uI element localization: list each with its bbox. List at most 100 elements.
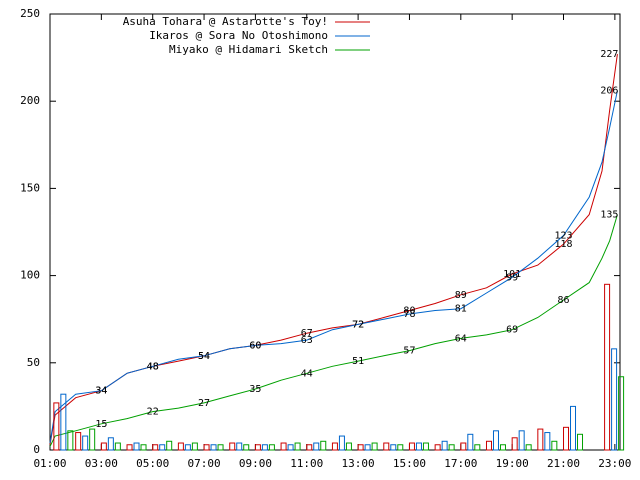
bar [287,444,294,451]
x-tick-label: 05:00 [136,457,169,470]
bar [537,428,544,451]
bar [551,440,558,451]
bar [422,442,429,451]
data-label: 72 [352,319,364,330]
bar [320,440,327,451]
bar [236,442,243,451]
bar [460,442,467,451]
bar [338,435,345,451]
series-line [49,54,618,445]
bar [563,426,570,451]
y-tick-label: 200 [20,94,40,107]
data-label: 15 [95,419,107,430]
data-label: 86 [557,295,569,306]
bar [618,376,625,451]
bar [434,444,441,451]
data-label: 227 [600,49,618,60]
data-label: 35 [249,384,261,395]
bar [306,444,313,451]
x-tick-label: 17:00 [444,457,477,470]
y-tick-label: 100 [20,269,40,282]
series-line [49,90,618,444]
bar [107,437,114,451]
data-label: 48 [147,361,159,372]
data-label: 206 [600,86,618,97]
bar [114,442,121,451]
bar [474,444,481,451]
data-label: 67 [301,328,313,339]
data-label: 54 [198,351,210,362]
plot-border [49,13,621,451]
bar [485,440,492,451]
bar [499,444,506,451]
bar [217,444,224,451]
legend-label: Asuha Tohara @ Astarotte's Toy! [123,15,328,28]
data-label: 123 [554,230,572,241]
bar [184,444,191,451]
x-tick-label: 07:00 [187,457,220,470]
bar [448,444,455,451]
bar [441,440,448,451]
data-label: 60 [249,340,261,351]
bar [60,393,67,451]
bar [511,437,518,451]
bar [67,430,74,451]
bar [611,348,618,451]
bar [126,444,133,451]
data-label: 64 [455,333,467,344]
bar [364,444,371,451]
bar [397,444,404,451]
y-tick-label: 250 [20,7,40,20]
bar [203,444,210,451]
data-label: 135 [600,210,618,221]
bar [89,428,96,451]
bar [357,444,364,451]
data-label: 54 [198,351,210,362]
bar [191,442,198,451]
bar [570,405,577,451]
bar [577,433,584,451]
bar [243,444,250,451]
bar [280,442,287,451]
bar [604,283,611,451]
bar [390,444,397,451]
bar [415,442,422,451]
data-label: 81 [455,304,467,315]
bar [345,442,352,451]
data-label: 101 [503,269,521,280]
x-tick-label: 23:00 [598,457,631,470]
bar [331,442,338,451]
bar [159,444,166,451]
data-label: 34 [95,386,107,397]
x-tick-label: 15:00 [393,457,426,470]
bar [75,432,82,451]
x-tick-label: 21:00 [547,457,580,470]
bar [210,444,217,451]
bar [229,442,236,451]
bar [492,430,499,451]
data-label: 78 [403,309,415,320]
data-label: 89 [455,290,467,301]
bar [294,442,301,451]
bar [82,435,89,451]
bar [100,442,107,451]
bar [133,442,140,451]
x-tick-label: 09:00 [239,457,272,470]
bar [467,433,474,451]
x-tick-label: 11:00 [290,457,323,470]
data-label: 72 [352,319,364,330]
bar [261,444,268,451]
bar [152,444,159,451]
y-tick-label: 0 [33,443,40,456]
bar [254,444,261,451]
data-label: 57 [403,346,415,357]
bar [371,442,378,451]
data-label: 63 [301,335,313,346]
bar [518,430,525,451]
x-tick-label: 03:00 [85,457,118,470]
bar [544,432,551,451]
bar [166,440,173,451]
bar [525,444,532,451]
data-label: 51 [352,356,364,367]
